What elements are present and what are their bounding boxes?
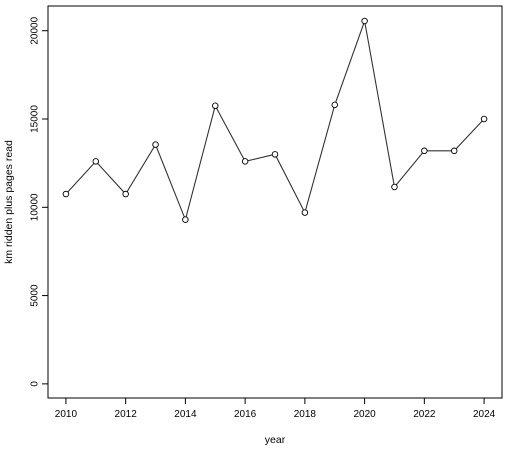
- data-point: [241, 158, 249, 165]
- x-tick-label: 2022: [413, 409, 436, 420]
- x-tick-label: 2012: [115, 409, 138, 420]
- x-tick-label: 2024: [473, 409, 496, 420]
- y-axis: 0 5000 10000 15000 20000: [30, 16, 48, 387]
- data-point: [421, 147, 428, 155]
- plot-frame: [47, 5, 503, 399]
- data-point: [122, 190, 129, 198]
- data-point: [450, 147, 458, 155]
- y-tick-label: 20000: [30, 16, 41, 44]
- data-point: [480, 115, 488, 123]
- x-axis-label: year: [265, 434, 286, 446]
- y-tick-label: 15000: [30, 105, 41, 133]
- data-point: [212, 102, 219, 110]
- x-tick-label: 2010: [55, 409, 78, 420]
- x-tick-label: 2020: [353, 409, 376, 420]
- data-point: [271, 151, 279, 158]
- data-points: [62, 17, 488, 223]
- series-line: [65, 18, 485, 222]
- x-tick-label: 2016: [234, 409, 257, 420]
- data-point: [152, 141, 159, 148]
- x-axis: 2010 2012 2014 2016 2018 2020 2022 2024: [55, 398, 496, 420]
- data-point: [92, 158, 100, 165]
- data-point: [391, 183, 398, 191]
- data-point: [301, 209, 309, 216]
- data-point: [182, 216, 189, 223]
- data-point: [62, 190, 70, 198]
- y-tick-label: 10000: [30, 193, 41, 221]
- y-axis-label: km ridden plus pages read: [3, 140, 15, 264]
- data-point: [361, 17, 368, 25]
- y-tick-label: 5000: [30, 284, 41, 307]
- data-point: [331, 101, 338, 109]
- x-tick-label: 2014: [174, 409, 197, 420]
- y-tick-label: 0: [30, 381, 41, 387]
- x-tick-label: 2018: [294, 409, 317, 420]
